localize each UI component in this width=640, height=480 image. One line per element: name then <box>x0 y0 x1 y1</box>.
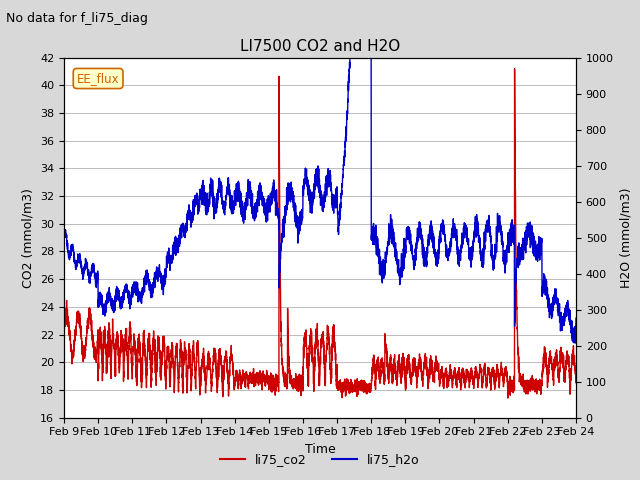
X-axis label: Time: Time <box>305 443 335 456</box>
Title: LI7500 CO2 and H2O: LI7500 CO2 and H2O <box>240 39 400 54</box>
Legend: li75_co2, li75_h2o: li75_co2, li75_h2o <box>215 448 425 471</box>
Y-axis label: H2O (mmol/m3): H2O (mmol/m3) <box>620 187 632 288</box>
Text: No data for f_li75_diag: No data for f_li75_diag <box>6 12 148 25</box>
Y-axis label: CO2 (mmol/m3): CO2 (mmol/m3) <box>22 188 35 288</box>
Text: EE_flux: EE_flux <box>77 72 120 85</box>
